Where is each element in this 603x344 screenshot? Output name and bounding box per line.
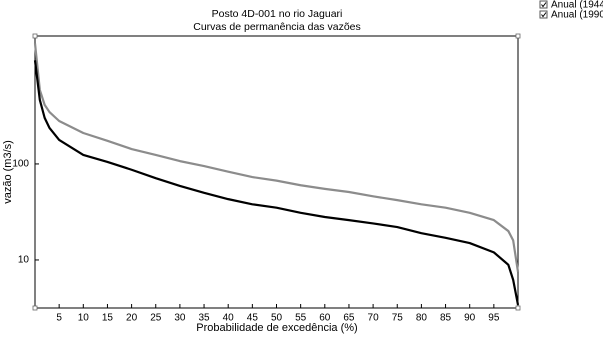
y-tick-label: 100 [12, 159, 29, 170]
x-axis-label: Probabilidade de excedência (%) [196, 322, 357, 334]
x-tick-label: 35 [198, 313, 210, 324]
x-tick-label: 25 [150, 313, 162, 324]
y-axis-label: vazão (m3/s) [2, 140, 14, 204]
legend-label: Anual (1944 [551, 0, 603, 11]
x-tick-label: 90 [464, 313, 476, 324]
x-tick-label: 80 [416, 313, 428, 324]
frame-handles [32, 33, 521, 311]
series-line [33, 60, 520, 306]
x-tick-label: 85 [440, 313, 452, 324]
legend-checkbox[interactable] [539, 0, 548, 9]
chart-subtitle: Curvas de permanência das vazões [193, 21, 361, 33]
check-mark [541, 2, 547, 8]
chart-title: Posto 4D-001 no rio Jaguari [212, 8, 343, 20]
legend [539, 0, 548, 19]
x-tick-label: 40 [223, 313, 235, 324]
x-tick-label: 70 [368, 313, 380, 324]
y-tick-label: 10 [18, 255, 30, 266]
check-mark [541, 12, 547, 18]
legend-label: Anual (1990 [551, 10, 603, 21]
plot-frame [34, 35, 519, 309]
x-tick-label: 75 [392, 313, 404, 324]
x-tick-label: 45 [247, 313, 259, 324]
x-tick-label: 30 [174, 313, 186, 324]
x-tick-label: 5 [56, 313, 62, 324]
x-tick-label: 15 [102, 313, 114, 324]
x-tick-label: 65 [343, 313, 355, 324]
x-tick-label: 60 [319, 313, 331, 324]
x-tick-label: 95 [488, 313, 500, 324]
x-tick-label: 10 [78, 313, 90, 324]
x-tick-label: 20 [126, 313, 138, 324]
legend-checkbox[interactable] [539, 10, 548, 19]
x-tick-label: 55 [295, 313, 307, 324]
series-line [33, 43, 520, 273]
x-tick-label: 50 [271, 313, 283, 324]
